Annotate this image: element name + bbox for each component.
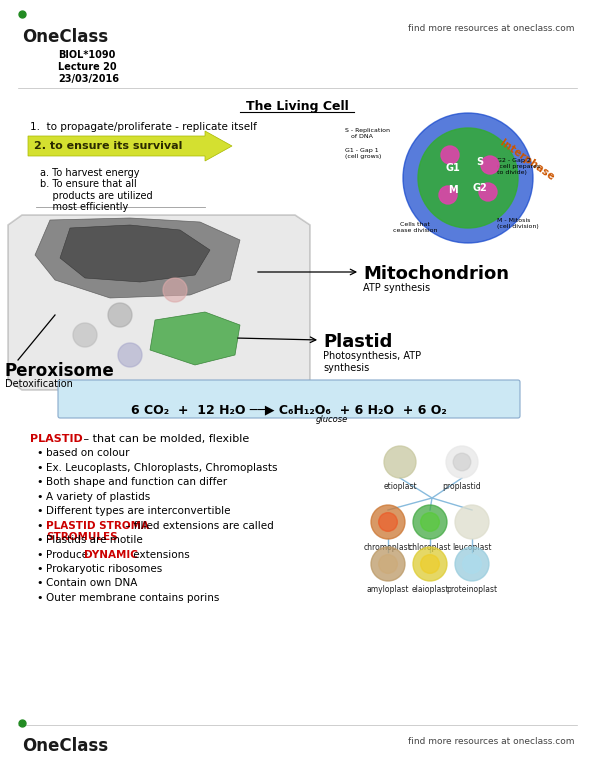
Polygon shape xyxy=(150,312,240,365)
Text: chromoplast: chromoplast xyxy=(364,543,412,552)
Text: OneClass: OneClass xyxy=(22,28,108,46)
Circle shape xyxy=(378,513,397,531)
Text: 6 CO₂  +  12 H₂O ──▶ C₆H₁₂O₆  + 6 H₂O  + 6 O₂: 6 CO₂ + 12 H₂O ──▶ C₆H₁₂O₆ + 6 H₂O + 6 O… xyxy=(131,403,447,416)
Text: Produce: Produce xyxy=(46,550,91,560)
Text: S - Replication
   of DNA: S - Replication of DNA xyxy=(345,128,390,139)
Circle shape xyxy=(371,505,405,539)
Circle shape xyxy=(455,505,489,539)
Text: proplastid: proplastid xyxy=(443,482,481,491)
Text: 2. to ensure its survival: 2. to ensure its survival xyxy=(34,141,183,151)
Text: proteinoplast: proteinoplast xyxy=(446,585,497,594)
Text: •: • xyxy=(36,593,42,603)
Circle shape xyxy=(118,343,142,367)
Text: Ex. Leucoplasts, Chloroplasts, Chromoplasts: Ex. Leucoplasts, Chloroplasts, Chromopla… xyxy=(46,463,277,473)
Text: M - Mitosis
(cell division): M - Mitosis (cell division) xyxy=(497,218,538,229)
Circle shape xyxy=(108,303,132,327)
Circle shape xyxy=(371,547,405,581)
Text: elaioplast: elaioplast xyxy=(411,585,449,594)
Circle shape xyxy=(479,183,497,201)
Text: A variety of plastids: A variety of plastids xyxy=(46,491,151,501)
Text: Different types are interconvertible: Different types are interconvertible xyxy=(46,506,230,516)
Text: Peroxisome: Peroxisome xyxy=(5,362,115,380)
Text: 23/03/2016: 23/03/2016 xyxy=(58,74,119,84)
Text: •: • xyxy=(36,477,42,487)
Text: Lecture 20: Lecture 20 xyxy=(58,62,117,72)
Circle shape xyxy=(446,446,478,478)
Text: G1 - Gap 1
(cell grows): G1 - Gap 1 (cell grows) xyxy=(345,148,381,159)
Text: extensions: extensions xyxy=(130,550,190,560)
Text: S: S xyxy=(477,157,484,167)
Text: Detoxification: Detoxification xyxy=(5,379,73,389)
Text: Photosynthesis, ATP
synthesis: Photosynthesis, ATP synthesis xyxy=(323,351,421,373)
Text: Both shape and function can differ: Both shape and function can differ xyxy=(46,477,227,487)
Circle shape xyxy=(439,186,457,204)
Text: Mitochondrion: Mitochondrion xyxy=(363,265,509,283)
Text: find more resources at oneclass.com: find more resources at oneclass.com xyxy=(409,24,575,33)
Text: find more resources at oneclass.com: find more resources at oneclass.com xyxy=(409,737,575,746)
Text: OneClass: OneClass xyxy=(22,737,108,755)
Text: •: • xyxy=(36,578,42,588)
Text: b. To ensure that all
    products are utilized
    most efficiently: b. To ensure that all products are utili… xyxy=(40,179,153,213)
Text: M: M xyxy=(448,185,458,195)
Text: leucoplast: leucoplast xyxy=(452,543,491,552)
Text: Plastid: Plastid xyxy=(323,333,392,351)
Text: ATP synthesis: ATP synthesis xyxy=(363,283,430,293)
Circle shape xyxy=(455,547,489,581)
Circle shape xyxy=(421,554,439,574)
Text: based on colour: based on colour xyxy=(46,448,130,458)
Text: •: • xyxy=(36,491,42,501)
Text: – filled extensions are called: – filled extensions are called xyxy=(122,521,274,531)
Text: BIOL*1090: BIOL*1090 xyxy=(58,50,115,60)
Text: PLASTID STROMA: PLASTID STROMA xyxy=(46,521,149,531)
Text: chloroplast: chloroplast xyxy=(409,543,452,552)
Text: Outer membrane contains porins: Outer membrane contains porins xyxy=(46,593,220,603)
Text: PLASTID: PLASTID xyxy=(30,434,83,444)
Text: a. To harvest energy: a. To harvest energy xyxy=(40,168,139,178)
Text: •: • xyxy=(36,550,42,560)
Text: Interphase: Interphase xyxy=(498,138,556,182)
Polygon shape xyxy=(35,218,240,298)
Circle shape xyxy=(441,146,459,164)
Circle shape xyxy=(453,454,471,470)
Circle shape xyxy=(73,323,97,347)
Text: The Living Cell: The Living Cell xyxy=(246,100,349,113)
Circle shape xyxy=(463,554,481,574)
Text: Prokaryotic ribosomes: Prokaryotic ribosomes xyxy=(46,564,162,574)
Text: •: • xyxy=(36,564,42,574)
Text: amyloplast: amyloplast xyxy=(367,585,409,594)
Text: •: • xyxy=(36,463,42,473)
Ellipse shape xyxy=(418,128,518,228)
Text: •: • xyxy=(36,506,42,516)
Circle shape xyxy=(163,278,187,302)
Text: DYNAMIC: DYNAMIC xyxy=(84,550,138,560)
Text: etioplast: etioplast xyxy=(383,482,417,491)
Circle shape xyxy=(378,554,397,574)
FancyBboxPatch shape xyxy=(58,380,520,418)
Text: Plastids are motile: Plastids are motile xyxy=(46,535,143,545)
Circle shape xyxy=(403,113,533,243)
Circle shape xyxy=(384,446,416,478)
Text: Cells that
cease division: Cells that cease division xyxy=(393,222,437,233)
Polygon shape xyxy=(60,225,210,282)
Circle shape xyxy=(421,513,439,531)
Text: 1.  to propagate/proliferate - replicate itself: 1. to propagate/proliferate - replicate … xyxy=(30,122,257,132)
Text: •: • xyxy=(36,521,42,531)
Polygon shape xyxy=(28,131,232,161)
Polygon shape xyxy=(8,215,310,390)
Circle shape xyxy=(413,505,447,539)
Text: – that can be molded, flexible: – that can be molded, flexible xyxy=(80,434,249,444)
Text: G2: G2 xyxy=(472,183,487,193)
Text: STROMULES: STROMULES xyxy=(46,531,118,541)
Text: G1: G1 xyxy=(446,163,461,173)
Circle shape xyxy=(481,156,499,174)
Text: glucose: glucose xyxy=(316,415,348,424)
Circle shape xyxy=(413,547,447,581)
Text: •: • xyxy=(36,448,42,458)
Text: •: • xyxy=(36,535,42,545)
Text: Contain own DNA: Contain own DNA xyxy=(46,578,137,588)
Text: G2 - Gap 2
(cell prepares
to divide): G2 - Gap 2 (cell prepares to divide) xyxy=(497,158,540,175)
